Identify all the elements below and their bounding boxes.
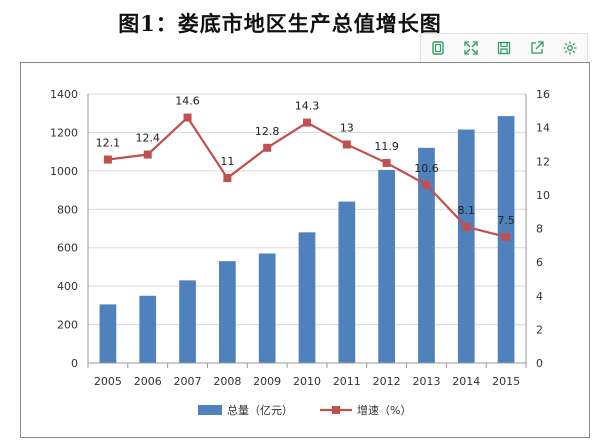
data-label: 8.1 bbox=[458, 204, 476, 217]
x-tick-label: 2007 bbox=[174, 375, 202, 388]
line-point bbox=[183, 113, 192, 122]
data-label: 7.5 bbox=[497, 214, 515, 227]
bar bbox=[258, 253, 276, 363]
bar bbox=[179, 280, 196, 363]
x-tick-label: 2006 bbox=[134, 375, 162, 388]
y-left-tick-label: 0 bbox=[71, 357, 78, 370]
save-button[interactable] bbox=[487, 34, 520, 62]
y-right-tick-label: 12 bbox=[536, 155, 550, 168]
line-point bbox=[422, 180, 431, 189]
line-point bbox=[143, 150, 152, 159]
bar bbox=[298, 232, 316, 363]
copy-button[interactable] bbox=[421, 34, 454, 62]
y-left-tick-label: 400 bbox=[57, 280, 78, 293]
x-tick-label: 2009 bbox=[253, 375, 281, 388]
save-icon bbox=[497, 41, 510, 55]
settings-icon bbox=[563, 41, 576, 55]
data-labels: 12.1 12.4 14.6 11 12.8 14.3 13 11.9 10.6 8.1 7.5 bbox=[96, 95, 515, 227]
data-label: 11 bbox=[220, 155, 234, 168]
legend-swatch-marker bbox=[332, 406, 340, 414]
legend-label: 增速（%） bbox=[357, 403, 411, 417]
y-left-tick-label: 200 bbox=[57, 319, 78, 332]
bar bbox=[338, 201, 356, 363]
x-tick-label: 2015 bbox=[492, 375, 520, 388]
share-button[interactable] bbox=[520, 34, 553, 62]
line-point bbox=[502, 232, 511, 241]
axes: 0 200 400 600 800 1000 1200 1400 0 2 4 6 8 10 12 14 16 20… bbox=[50, 88, 550, 388]
bar bbox=[219, 261, 236, 363]
x-tick-label: 2005 bbox=[94, 375, 122, 388]
data-label: 12.4 bbox=[135, 132, 160, 145]
x-tick-label: 2013 bbox=[412, 375, 440, 388]
x-tick-label: 2010 bbox=[293, 375, 321, 388]
x-tick-label: 2008 bbox=[213, 375, 241, 388]
x-tick-label: 2014 bbox=[452, 375, 480, 388]
legend-swatch-bar bbox=[198, 405, 222, 415]
line-series bbox=[103, 113, 511, 241]
data-label: 11.9 bbox=[374, 140, 399, 153]
data-label: 10.6 bbox=[414, 162, 439, 175]
y-left-tick-label: 1400 bbox=[50, 88, 78, 101]
y-right-tick-label: 10 bbox=[536, 189, 550, 202]
bar bbox=[139, 295, 157, 363]
data-label: 12.1 bbox=[96, 137, 121, 150]
page-title: 图1：娄底市地区生产总值增长图 bbox=[118, 11, 442, 36]
y-right-tick-label: 6 bbox=[536, 256, 543, 269]
copy-icon bbox=[431, 41, 444, 55]
y-right-tick-label: 8 bbox=[536, 223, 543, 236]
y-left-tick-label: 800 bbox=[57, 203, 78, 216]
fullscreen-icon bbox=[463, 41, 478, 55]
chart-frame bbox=[20, 62, 590, 438]
y-right-tick-label: 0 bbox=[536, 357, 543, 370]
line-point bbox=[303, 118, 311, 127]
bar bbox=[99, 304, 117, 363]
bar bbox=[418, 147, 435, 363]
growth-line bbox=[107, 115, 507, 238]
fullscreen-button[interactable] bbox=[454, 34, 487, 62]
y-right-tick-label: 4 bbox=[536, 290, 543, 303]
chart-toolbar bbox=[420, 33, 588, 63]
x-tick-label: 2011 bbox=[333, 375, 361, 388]
y-right-tick-label: 2 bbox=[536, 323, 543, 336]
data-label: 14.3 bbox=[295, 100, 320, 113]
line-point bbox=[462, 222, 471, 231]
legend-label: 总量（亿元） bbox=[227, 403, 293, 417]
line-point bbox=[223, 174, 232, 183]
share-icon bbox=[530, 41, 544, 54]
line-point bbox=[263, 143, 272, 152]
x-tick-label: 2012 bbox=[373, 375, 401, 388]
y-left-tick-label: 1200 bbox=[50, 126, 78, 139]
data-label: 14.6 bbox=[175, 95, 200, 108]
data-label: 13 bbox=[340, 121, 354, 134]
line-point bbox=[342, 140, 351, 149]
line-point bbox=[103, 155, 112, 164]
y-left-tick-label: 600 bbox=[57, 242, 78, 255]
y-left-tick-label: 1000 bbox=[50, 165, 78, 178]
line-point bbox=[382, 158, 391, 167]
data-label: 12.8 bbox=[255, 125, 280, 138]
legend: 总量（亿元） 增速（%） bbox=[198, 403, 411, 417]
bar bbox=[457, 129, 475, 363]
bar bbox=[378, 169, 395, 363]
settings-button[interactable] bbox=[553, 34, 586, 62]
y-right-tick-label: 16 bbox=[536, 88, 550, 101]
bar-series bbox=[99, 116, 515, 363]
y-right-tick-label: 14 bbox=[536, 122, 550, 135]
